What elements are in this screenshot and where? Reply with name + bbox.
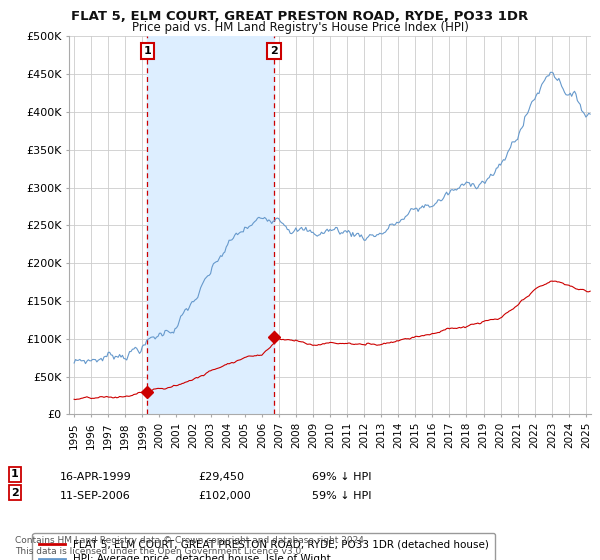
Text: Contains HM Land Registry data © Crown copyright and database right 2024.
This d: Contains HM Land Registry data © Crown c… (15, 536, 367, 556)
Text: 16-APR-1999: 16-APR-1999 (60, 472, 132, 482)
Text: 2: 2 (11, 488, 19, 498)
Bar (148, 36, 274, 414)
Text: 2: 2 (270, 46, 278, 56)
Text: 11-SEP-2006: 11-SEP-2006 (60, 491, 131, 501)
Text: 59% ↓ HPI: 59% ↓ HPI (312, 491, 371, 501)
Text: FLAT 5, ELM COURT, GREAT PRESTON ROAD, RYDE, PO33 1DR: FLAT 5, ELM COURT, GREAT PRESTON ROAD, R… (71, 10, 529, 23)
Text: £102,000: £102,000 (198, 491, 251, 501)
Text: 1: 1 (143, 46, 151, 56)
Text: £29,450: £29,450 (198, 472, 244, 482)
Text: 1: 1 (11, 469, 19, 479)
Text: Price paid vs. HM Land Registry's House Price Index (HPI): Price paid vs. HM Land Registry's House … (131, 21, 469, 34)
Text: 69% ↓ HPI: 69% ↓ HPI (312, 472, 371, 482)
Legend: FLAT 5, ELM COURT, GREAT PRESTON ROAD, RYDE, PO33 1DR (detached house), HPI: Ave: FLAT 5, ELM COURT, GREAT PRESTON ROAD, R… (32, 533, 495, 560)
